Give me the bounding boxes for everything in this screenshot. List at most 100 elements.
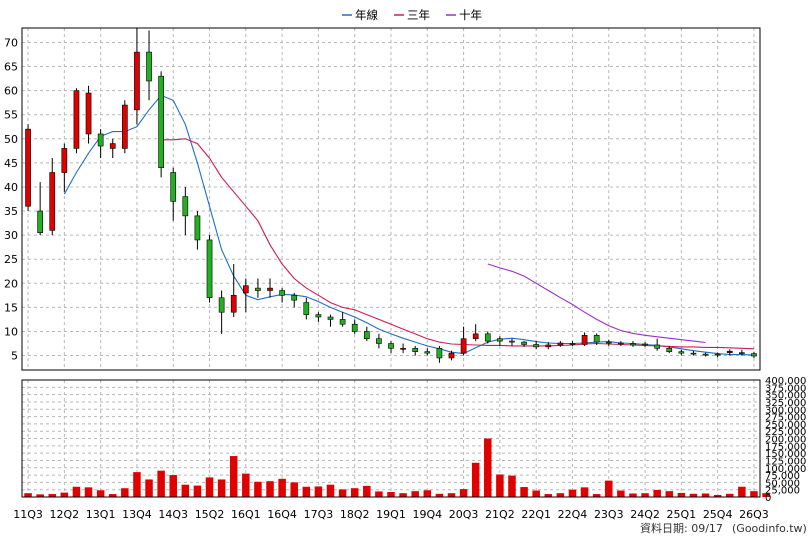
volume-tick-label: 0 (765, 493, 771, 504)
candle (509, 338, 515, 346)
candle (424, 348, 431, 356)
volume-bar (157, 470, 165, 497)
ma-line-3 (487, 263, 706, 344)
volume-bar (411, 491, 419, 497)
candle (25, 124, 31, 212)
candle (642, 342, 648, 347)
volume-bar (181, 484, 190, 497)
candle (339, 312, 346, 327)
moving-average-lines (63, 94, 755, 356)
volume-tick-label: 375,000 (765, 383, 806, 394)
volume-tick-label: 125,000 (765, 456, 806, 467)
x-tick-label: 22Q4 (558, 508, 588, 521)
volume-bar (121, 488, 129, 497)
candle-body (545, 344, 552, 348)
legend-label: 十年 (459, 8, 482, 22)
candle (146, 30, 152, 101)
candle (618, 341, 624, 346)
candle (521, 341, 527, 347)
volume-bar (665, 491, 674, 497)
candle (714, 352, 721, 358)
legend-label: 三年 (407, 8, 430, 22)
candle (545, 342, 552, 350)
candle-body (400, 348, 406, 350)
candle (460, 326, 467, 356)
candle-body (593, 335, 600, 343)
price-tick-label: 15 (4, 301, 18, 314)
volume-tick-label: 150,000 (765, 449, 806, 460)
x-tick-label: 25Q1 (667, 508, 697, 521)
candle (581, 332, 588, 346)
x-tick-label: 19Q1 (376, 508, 406, 521)
volume-bar (568, 489, 577, 497)
volume-bar (629, 493, 637, 497)
volume-bar (302, 486, 311, 497)
candle-body (170, 172, 177, 202)
candle-body (230, 295, 237, 313)
candle (666, 345, 673, 354)
x-tick-label: 19Q4 (412, 508, 442, 521)
volume-bar (96, 490, 105, 497)
x-tick-label: 16Q1 (231, 508, 261, 521)
candle (49, 158, 56, 236)
volume-bar (592, 494, 601, 497)
volume-tick-label: 175,000 (765, 442, 806, 453)
volume-bar (508, 475, 516, 497)
candle-body (630, 343, 636, 346)
price-tick-label: 35 (4, 205, 18, 218)
candle (472, 324, 479, 342)
candle (279, 288, 285, 303)
candle (182, 186, 189, 236)
volume-bar (653, 489, 661, 497)
volume-bar (713, 494, 722, 497)
volume-panel-frame (21, 379, 761, 498)
candle (230, 264, 237, 318)
candle-body (25, 128, 31, 207)
candle (497, 336, 503, 346)
candle (73, 88, 80, 154)
x-tick-label: 14Q3 (158, 508, 188, 521)
candle (85, 85, 92, 144)
candle (327, 314, 334, 327)
candle (678, 349, 685, 356)
candle (533, 341, 540, 350)
candle-body (460, 338, 467, 354)
price-tick-label: 55 (4, 109, 18, 122)
x-tick-label: 21Q2 (485, 508, 515, 521)
candle (363, 326, 370, 342)
candle-body (97, 133, 104, 147)
volume-bar (520, 487, 528, 497)
volume-tick-label: 25,000 (765, 486, 800, 497)
candle-body (267, 287, 273, 291)
volume-bar (399, 493, 407, 497)
candle-body (412, 348, 419, 352)
volume-bar (641, 493, 649, 497)
axes: 5 10 15 20 25 30 35 40 45 50 55 60 65 70 025,00050,000… (4, 27, 806, 521)
candle (61, 143, 68, 192)
candle-body (61, 148, 68, 173)
candle-body (654, 344, 661, 349)
volume-bar (108, 494, 117, 497)
candle-body (666, 348, 673, 352)
candle-body (242, 285, 249, 294)
candle-body (388, 343, 394, 349)
volume-bar (133, 472, 141, 497)
candle-body (121, 104, 128, 149)
candle (37, 182, 43, 236)
candle-body (739, 352, 745, 354)
candle (400, 343, 406, 354)
candle-body (376, 338, 382, 344)
candle-body (194, 215, 201, 241)
candle-body (158, 75, 164, 168)
candle (134, 28, 140, 125)
candle (436, 345, 443, 363)
candle-body (569, 343, 576, 345)
volume-bar (145, 479, 153, 497)
candle (630, 341, 636, 347)
volume-bar (326, 484, 335, 497)
footer-source-label: (Goodinfo.tw) (732, 522, 807, 535)
candle-body (436, 348, 443, 359)
volume-bar (24, 493, 32, 497)
candle (97, 129, 104, 159)
ma-line-1 (63, 94, 755, 356)
